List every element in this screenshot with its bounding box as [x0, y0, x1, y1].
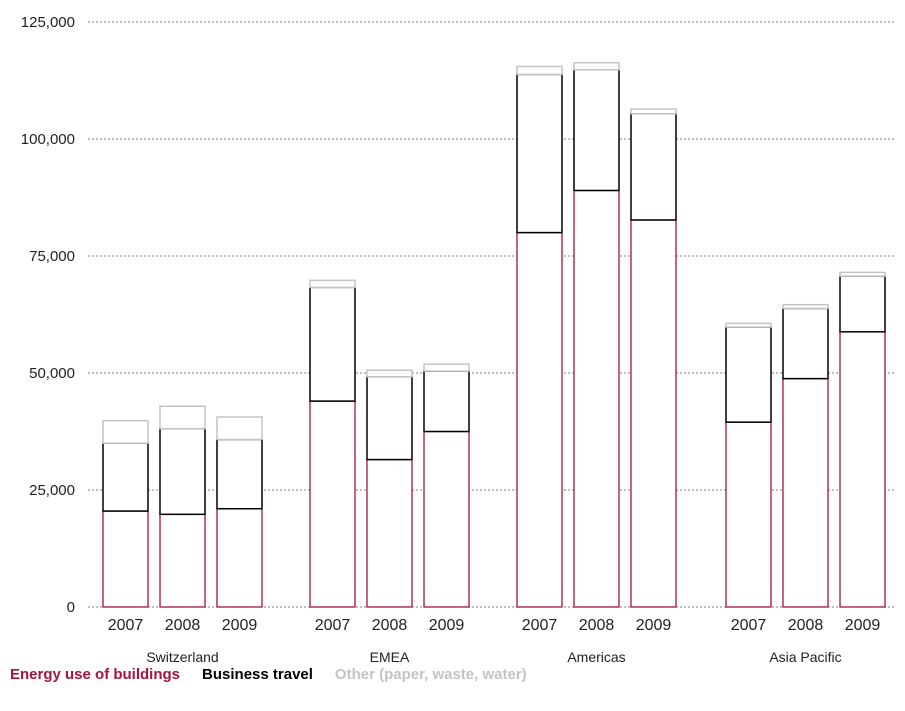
bar-segment	[516, 231, 563, 608]
bar-segment	[839, 331, 886, 608]
x-tick-label: 2009	[636, 617, 672, 634]
bar-segment	[725, 326, 772, 423]
bar-segment	[102, 442, 149, 512]
bar-segment	[309, 286, 356, 402]
x-tick-label: 2008	[372, 617, 408, 634]
bar-segment	[102, 419, 149, 444]
bar-segment	[423, 430, 470, 608]
bar-segment	[309, 400, 356, 608]
bar-segment	[573, 189, 620, 608]
y-tick-label: 125,000	[21, 14, 75, 31]
bars	[102, 61, 886, 608]
x-tick-label: 2008	[165, 617, 201, 634]
bar-segment	[216, 438, 263, 510]
bar-segment	[309, 279, 356, 289]
bar-segment	[366, 375, 413, 461]
group-label: EMEA	[370, 649, 410, 665]
legend-other: Other (paper, waste, water)	[334, 666, 527, 683]
bar-segment	[725, 421, 772, 608]
bar-segment	[366, 458, 413, 608]
bar-segment	[573, 68, 620, 192]
y-tick-label: 50,000	[29, 365, 75, 382]
bar-segment	[630, 219, 677, 608]
bar-segment	[366, 369, 413, 378]
bar-segment	[839, 271, 886, 277]
bar-segment	[630, 108, 677, 115]
y-tick-label: 75,000	[29, 248, 75, 265]
group-label: Switzerland	[146, 649, 218, 665]
bar-segment	[102, 510, 149, 608]
group-label: Asia Pacific	[769, 649, 841, 665]
bar-segment	[516, 73, 563, 234]
y-tick-label: 100,000	[21, 131, 75, 148]
bar-segment	[782, 377, 829, 608]
x-tick-label: 2007	[108, 617, 144, 634]
bar-segment	[573, 61, 620, 71]
bar-segment	[159, 513, 206, 608]
y-tick-label: 25,000	[29, 482, 75, 499]
y-tick-label: 0	[67, 599, 75, 616]
bar-segment	[630, 112, 677, 221]
x-tick-label: 2007	[731, 617, 767, 634]
x-tick-label: 2008	[579, 617, 615, 634]
x-tick-label: 2007	[522, 617, 558, 634]
bar-segment	[782, 303, 829, 310]
legend: Energy use of buildings Business travel …	[10, 666, 527, 683]
y-axis-ticks: 0 25,000 50,000 75,000 100,000 125,000	[21, 14, 75, 616]
bar-segment	[516, 65, 563, 76]
x-tick-label: 2009	[429, 617, 465, 634]
bar-segment	[216, 416, 263, 441]
x-tick-label: 2007	[315, 617, 351, 634]
gridlines	[88, 21, 895, 608]
x-tick-label: 2009	[845, 617, 881, 634]
bar-segment	[159, 405, 206, 430]
bar-segment	[216, 508, 263, 608]
legend-business-travel: Business travel	[202, 666, 313, 683]
bar-segment	[782, 307, 829, 380]
bar-segment	[423, 363, 470, 372]
bar-segment	[159, 427, 206, 516]
x-tick-label: 2009	[222, 617, 258, 634]
legend-energy: Energy use of buildings	[10, 666, 181, 683]
x-tick-label: 2008	[788, 617, 824, 634]
bar-segment	[725, 322, 772, 328]
group-label: Americas	[567, 649, 625, 665]
bar-segment	[423, 370, 470, 433]
bar-segment	[839, 275, 886, 333]
